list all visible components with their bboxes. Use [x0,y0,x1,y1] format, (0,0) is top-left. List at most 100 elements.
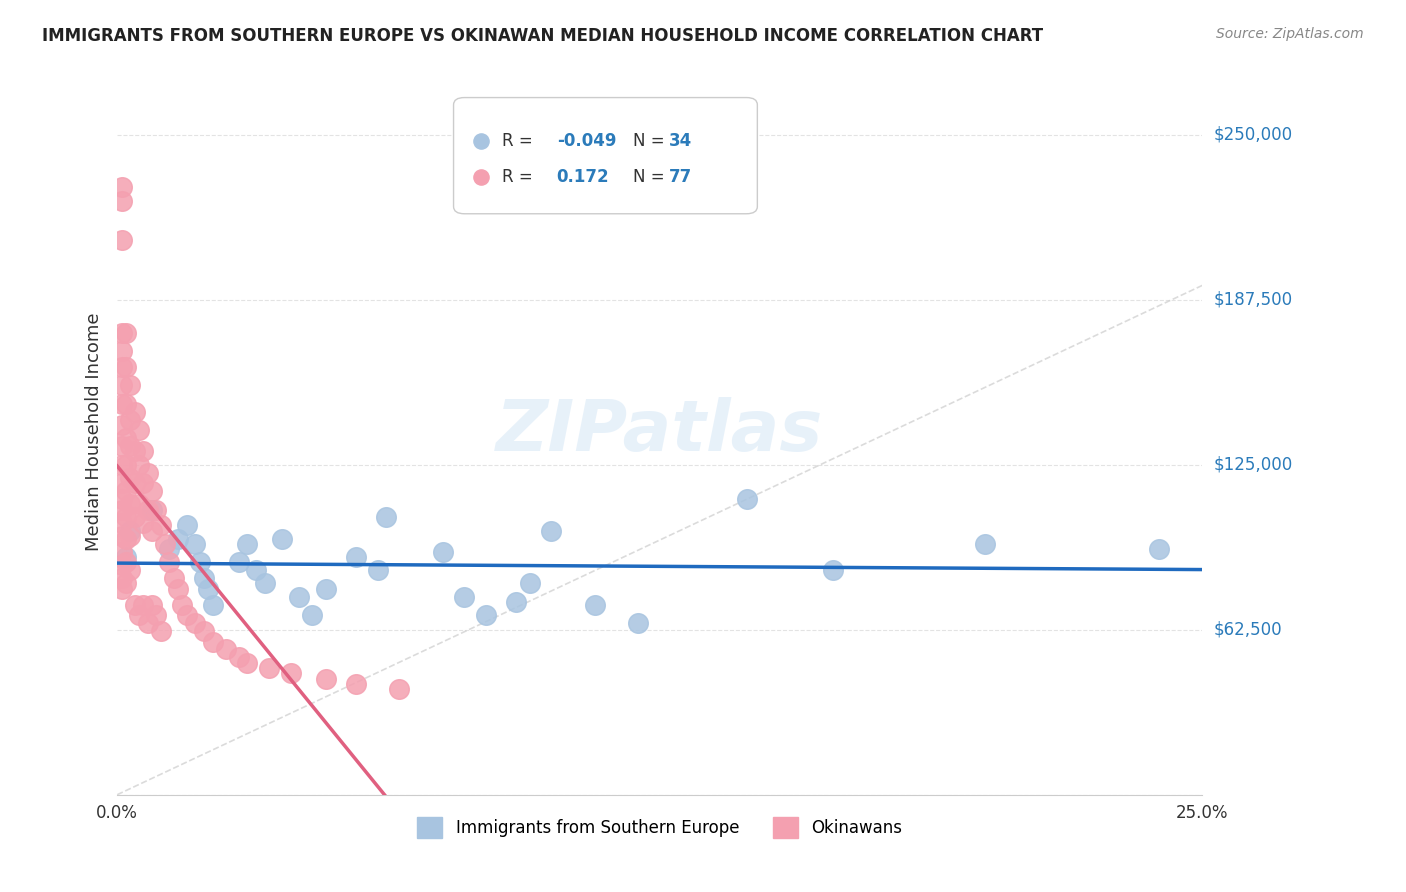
Text: 0.172: 0.172 [557,169,609,186]
Point [115,359,138,374]
Point [132,444,155,458]
Point [197,582,219,596]
Point [110,502,132,516]
Point [188,555,211,569]
Point [193,571,215,585]
Point [110,194,132,208]
Point [344,677,367,691]
Point [110,180,132,194]
Point [172,598,194,612]
Point [115,458,138,472]
Point [141,483,163,498]
Legend: Immigrants from Southern Europe, Okinawans: Immigrants from Southern Europe, Okinawa… [411,811,908,845]
Point [367,563,389,577]
Point [115,532,138,546]
Point [540,524,562,538]
Point [162,571,184,585]
Point [228,650,250,665]
Point [627,616,650,631]
Point [157,542,180,557]
Point [124,476,146,491]
Point [124,598,146,612]
Text: IMMIGRANTS FROM SOUTHERN EUROPE VS OKINAWAN MEDIAN HOUSEHOLD INCOME CORRELATION : IMMIGRANTS FROM SOUTHERN EUROPE VS OKINA… [42,27,1043,45]
Point [583,598,606,612]
Point [193,624,215,638]
Point [253,576,276,591]
Point [110,529,132,543]
Point [184,616,207,631]
Point [432,545,454,559]
Point [115,549,138,564]
Point [115,326,138,340]
Point [141,502,163,516]
Point [110,558,132,572]
Point [115,576,138,591]
Point [149,624,172,638]
Text: 34: 34 [668,132,692,150]
FancyBboxPatch shape [454,97,758,214]
Text: $187,500: $187,500 [1213,291,1292,309]
Point [201,598,224,612]
Point [124,405,146,419]
Text: N =: N = [633,132,669,150]
Point [110,491,132,506]
Point [110,397,132,411]
Y-axis label: Median Household Income: Median Household Income [86,312,103,551]
Point [145,608,167,623]
Point [132,476,155,491]
Point [110,582,132,596]
Point [176,608,198,623]
Point [110,417,132,432]
Point [110,476,132,491]
Point [167,532,190,546]
Point [120,497,142,511]
Point [236,656,259,670]
Point [128,608,150,623]
Point [110,439,132,453]
Point [115,555,138,569]
Point [153,537,176,551]
Text: R =: R = [502,132,538,150]
Text: $125,000: $125,000 [1213,456,1292,474]
Point [128,423,150,437]
Point [136,502,159,516]
Point [236,537,259,551]
Point [145,502,167,516]
Point [110,458,132,472]
Point [120,413,142,427]
Point [344,549,367,564]
Text: $62,500: $62,500 [1213,621,1282,639]
Point [157,555,180,569]
Point [120,439,142,453]
Text: N =: N = [633,169,669,186]
Point [124,444,146,458]
Point [215,642,238,657]
Point [128,497,150,511]
Point [115,510,138,524]
Point [176,518,198,533]
Point [280,666,302,681]
Point [453,590,475,604]
Point [184,537,207,551]
Point [110,359,132,374]
Point [110,233,132,247]
Point [167,582,190,596]
Point [136,466,159,480]
Point [120,378,142,392]
Point [301,608,323,623]
Point [228,555,250,569]
Point [475,608,498,623]
Point [257,661,280,675]
Point [115,431,138,445]
Point [375,510,398,524]
Point [120,563,142,577]
Point [110,571,132,585]
Point [120,471,142,485]
Point [519,576,541,591]
Point [132,516,155,530]
Point [315,672,337,686]
Point [288,590,311,604]
Point [1147,542,1170,557]
Text: $250,000: $250,000 [1213,126,1292,144]
Text: Source: ZipAtlas.com: Source: ZipAtlas.com [1216,27,1364,41]
